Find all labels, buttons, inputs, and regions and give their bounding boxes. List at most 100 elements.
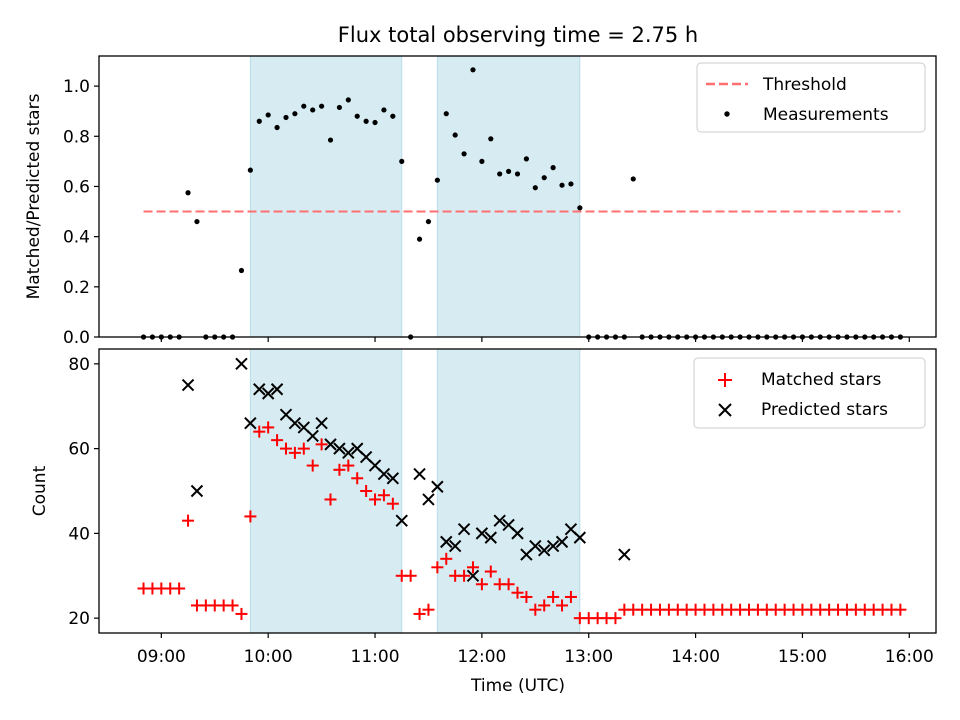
- top-panel: 0.0 0.2 0.4 0.6 0.8 1.0 Matched/Predicted sta…: [24, 55, 937, 348]
- predicted-star-marker: [618, 548, 631, 561]
- predicted-star-marker: [377, 467, 391, 481]
- predicted-star-marker: [573, 531, 587, 544]
- matched-star-marker: [511, 586, 524, 599]
- matched-star-marker: [529, 603, 542, 616]
- x-tick-label: 10:00: [244, 647, 293, 667]
- x-tick-label: 11:00: [351, 647, 400, 667]
- predicted-star-marker: [253, 383, 266, 396]
- predicted-star-marker: [342, 446, 355, 460]
- measurement-point: [497, 171, 503, 177]
- top-legend: Threshold Measurements: [696, 62, 926, 133]
- bottom-legend-box: [693, 357, 926, 429]
- x-axis-label: Time (UTC): [470, 676, 565, 696]
- top-x-tick-marks: [160, 337, 910, 342]
- measurement-point: [523, 156, 530, 162]
- legend-matched-swatch: [718, 373, 732, 387]
- matched-star-marker: [538, 599, 551, 612]
- measurement-point: [443, 111, 449, 117]
- bottom-shaded-windows: [249, 348, 581, 634]
- matched-star-marker: [458, 569, 471, 582]
- matched-star-marker: [431, 561, 444, 574]
- matched-star-marker: [413, 607, 426, 620]
- predicted-star-marker: [395, 514, 408, 527]
- measurement-point: [238, 267, 245, 274]
- matched-star-marker: [475, 578, 488, 591]
- matched-star-marker: [288, 446, 301, 459]
- predicted-star-marker: [511, 527, 524, 540]
- measurement-point: [416, 236, 423, 242]
- predicted-star-marker: [466, 569, 480, 582]
- measurement-point: [247, 167, 253, 173]
- matched-star-marker: [244, 510, 257, 523]
- measurement-point: [185, 190, 191, 196]
- predicted-star-marker: [333, 442, 346, 455]
- matched-star-marker: [440, 552, 453, 565]
- top-y-axis-label: Matched/Predicted stars: [24, 93, 44, 299]
- measurement-point: [390, 113, 396, 119]
- matched-star-marker: [369, 493, 382, 506]
- measurement-point: [354, 113, 360, 119]
- measurement-point: [381, 107, 387, 113]
- measurement-point: [461, 151, 467, 157]
- predicted-star-marker: [440, 535, 453, 549]
- measurement-point: [327, 137, 334, 143]
- bottom-panel: 20 40 60 80 09:00 10:00 11:00 12:00 13:00 14:00 1…: [30, 348, 937, 696]
- top-legend-box: [696, 62, 926, 133]
- predicted-star-marker: [529, 539, 542, 553]
- top-y-tick-label: 1.0: [63, 77, 90, 97]
- measurement-point: [434, 177, 440, 183]
- bottom-x-axis: 09:00 10:00 11:00 12:00 13:00 14:00 15:00 16:00: [137, 633, 934, 667]
- measurement-point: [577, 205, 583, 211]
- legend-threshold-label: Threshold: [762, 75, 847, 95]
- top-y-tick-label: 0.4: [63, 228, 90, 248]
- matched-star-marker: [609, 612, 622, 625]
- matched-star-marker: [386, 497, 399, 510]
- bottom-y-axis: 20 40 60 80: [68, 355, 99, 629]
- predicted-star-marker: [457, 522, 471, 536]
- legend-predicted-label: Predicted stars: [761, 400, 888, 420]
- bottom-shaded-window-2: [436, 348, 581, 634]
- predicted-star-marker: [181, 378, 195, 392]
- x-tick-label: 09:00: [137, 647, 186, 667]
- measurement-point: [319, 103, 325, 109]
- measurement-point: [372, 119, 378, 126]
- top-shaded-windows: [249, 55, 581, 338]
- matched-star-marker: [235, 607, 248, 620]
- predicted-star-marker: [431, 480, 444, 493]
- top-y-axis: 0.0 0.2 0.4 0.6 0.8 1.0: [63, 77, 99, 348]
- matched-star-marker: [502, 578, 515, 591]
- measurement-point: [505, 168, 512, 175]
- legend-matched-label: Matched stars: [761, 370, 881, 390]
- measurement-point: [292, 111, 298, 117]
- measurement-point: [479, 158, 485, 164]
- bottom-plot-frame: [98, 348, 937, 634]
- measurement-point: [630, 176, 636, 182]
- matched-star-marker: [360, 485, 373, 497]
- x-tick-label: 12:00: [457, 647, 506, 667]
- measurement-point: [310, 107, 316, 113]
- bottom-y-tick-label: 40: [68, 524, 90, 544]
- matched-star-marker: [547, 590, 560, 603]
- matched-star-marker: [253, 425, 266, 438]
- measurement-point: [336, 104, 343, 111]
- measurement-point: [363, 118, 369, 124]
- predicted-star-marker: [422, 493, 435, 506]
- measurement-point: [532, 185, 538, 191]
- measurement-point: [399, 158, 405, 164]
- matched-star-marker: [279, 442, 292, 455]
- measurement-point: [514, 171, 521, 177]
- matched-star-marker: [306, 459, 319, 472]
- top-y-tick-label: 0.0: [63, 328, 90, 348]
- x-tick-label: 14:00: [671, 647, 720, 667]
- matched-star-marker: [422, 603, 435, 616]
- measurement-point: [283, 114, 289, 121]
- legend-predicted-swatch: [718, 403, 732, 417]
- measurement-point: [541, 175, 547, 181]
- top-y-tick-label: 0.2: [63, 278, 90, 298]
- matched-star-marker: [520, 590, 533, 603]
- predicted-star-marker: [386, 472, 400, 485]
- predicted-star-marker: [190, 484, 204, 498]
- measurement-point: [452, 132, 458, 138]
- bottom-y-tick-label: 20: [68, 609, 90, 629]
